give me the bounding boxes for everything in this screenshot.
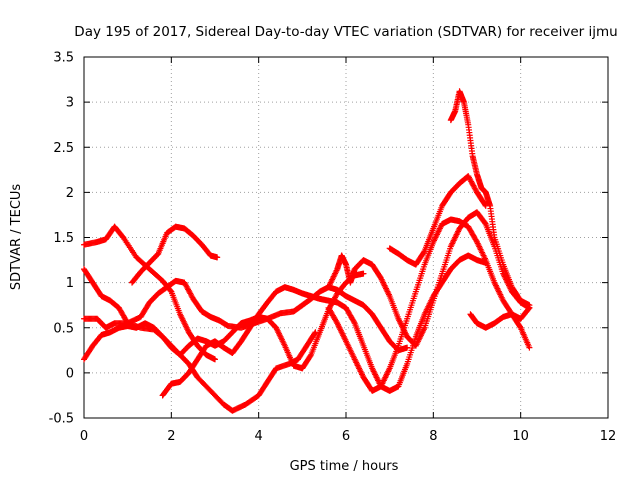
data-points xyxy=(81,88,533,414)
x-tick-label: 0 xyxy=(80,429,88,444)
data-point xyxy=(307,352,314,359)
axis-ticks: -0.5 0 0.5 1 1.5 2 2.5 3 3.5 0 2 4 6 8 10 12 xyxy=(49,51,617,445)
y-axis-label: SDTVAR / TECUs xyxy=(9,184,24,291)
y-tick-label: 2 xyxy=(66,186,74,201)
data-point xyxy=(311,330,318,337)
y-tick-label: 1.5 xyxy=(53,231,74,246)
data-point xyxy=(420,249,427,256)
data-point xyxy=(214,254,221,261)
data-point xyxy=(526,344,533,351)
y-tick-label: 0.5 xyxy=(53,321,74,336)
x-tick-label: 2 xyxy=(167,429,175,444)
series-arc-11 xyxy=(467,304,533,331)
y-tick-label: -0.5 xyxy=(49,412,74,427)
data-point xyxy=(526,304,533,311)
data-point xyxy=(212,356,218,363)
y-tick-label: 3 xyxy=(66,96,74,111)
grid-lines xyxy=(84,57,608,418)
x-tick-label: 8 xyxy=(429,429,437,444)
y-tick-label: 3.5 xyxy=(53,51,74,66)
x-tick-label: 12 xyxy=(600,429,617,444)
data-point xyxy=(360,270,367,277)
x-tick-label: 6 xyxy=(342,429,350,444)
series-arc-6 xyxy=(159,252,489,399)
x-axis-label: GPS time / hours xyxy=(290,459,399,474)
data-point xyxy=(351,318,358,325)
data-point xyxy=(525,305,532,312)
data-point xyxy=(404,344,411,351)
series-arc-9 xyxy=(386,173,489,268)
y-tick-label: 1 xyxy=(66,276,74,291)
x-tick-label: 4 xyxy=(255,429,263,444)
y-tick-label: 0 xyxy=(66,366,74,381)
y-tick-label: 2.5 xyxy=(53,141,74,156)
series-arc-5 xyxy=(81,270,367,372)
series-arc-8 xyxy=(325,216,533,394)
chart-title: Day 195 of 2017, Sidereal Day-to-day VTE… xyxy=(74,24,617,40)
series-arc-10 xyxy=(447,88,533,309)
series-arc-2 xyxy=(129,223,221,286)
x-tick-label: 10 xyxy=(512,429,529,444)
